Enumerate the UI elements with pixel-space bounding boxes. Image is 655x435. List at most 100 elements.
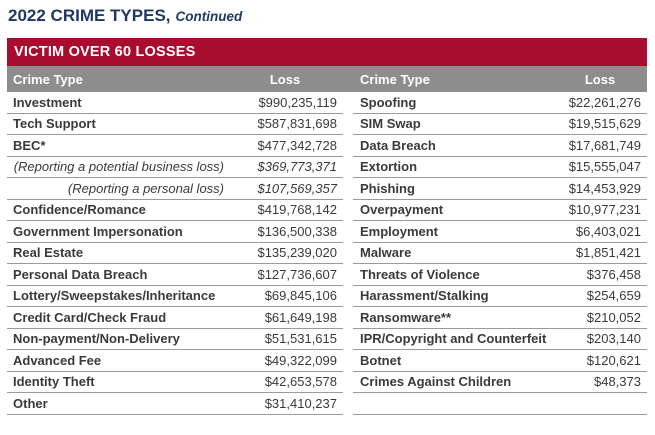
loss-cell: $69,845,106 bbox=[264, 288, 337, 304]
crime-type-cell: Phishing bbox=[360, 180, 415, 196]
crime-type-cell: SIM Swap bbox=[360, 116, 421, 132]
table-row: Crimes Against Children $48,373 bbox=[353, 371, 647, 393]
left-crime-type-header: Crime Type bbox=[13, 71, 83, 87]
loss-cell: $6,403,021 bbox=[575, 223, 641, 239]
loss-cell: $17,681,749 bbox=[568, 137, 641, 153]
crime-type-cell: Botnet bbox=[360, 352, 402, 368]
loss-cell: $136,500,338 bbox=[257, 223, 337, 239]
loss-cell: $120,621 bbox=[586, 352, 641, 368]
crime-type-cell: Harassment/Stalking bbox=[360, 288, 489, 304]
loss-cell: $210,052 bbox=[586, 309, 641, 325]
loss-cell: $419,768,142 bbox=[257, 202, 337, 218]
table-row: Ransomware** $210,052 bbox=[353, 307, 647, 329]
column-header-row: Crime Type Loss Crime Type Loss bbox=[7, 66, 647, 92]
crime-type-cell: Crimes Against Children bbox=[360, 374, 512, 390]
crime-type-cell: Tech Support bbox=[13, 116, 96, 132]
loss-cell: $48,373 bbox=[594, 374, 641, 390]
crime-type-cell: Identity Theft bbox=[13, 374, 95, 390]
loss-cell: $51,531,615 bbox=[264, 331, 337, 347]
right-table-column: Spoofing $22,261,276 SIM Swap $19,515,629 Da… bbox=[353, 92, 647, 415]
table-row: Identity Theft $42,653,578 bbox=[7, 371, 343, 393]
crime-type-cell: Data Breach bbox=[360, 137, 436, 153]
loss-cell: $19,515,629 bbox=[568, 116, 641, 132]
right-crime-type-header: Crime Type bbox=[360, 71, 430, 87]
crime-type-cell: Extortion bbox=[360, 159, 418, 175]
table-row: BEC* $477,342,728 bbox=[7, 135, 343, 157]
table-column-gap bbox=[343, 92, 353, 415]
table-row: Employment $6,403,021 bbox=[353, 221, 647, 243]
table-row: Botnet $120,621 bbox=[353, 350, 647, 372]
loss-cell: $477,342,728 bbox=[257, 137, 337, 153]
crime-type-cell: Personal Data Breach bbox=[13, 266, 148, 282]
table-row: Non-payment/Non-Delivery $51,531,615 bbox=[7, 328, 343, 350]
crime-type-cell: Non-payment/Non-Delivery bbox=[13, 331, 180, 347]
crime-type-cell: Ransomware** bbox=[360, 309, 452, 325]
crime-type-cell: (Reporting a potential business loss) bbox=[13, 159, 224, 175]
right-loss-header: Loss bbox=[584, 71, 616, 87]
table-row: Malware $1,851,421 bbox=[353, 242, 647, 264]
loss-cell: $15,555,047 bbox=[568, 159, 641, 175]
crime-type-cell: (Reporting a personal loss) bbox=[67, 180, 224, 196]
table-row: (Reporting a personal loss) $107,569,357 bbox=[7, 178, 343, 200]
loss-cell: $107,569,357 bbox=[257, 180, 337, 196]
table-banner: VICTIM OVER 60 LOSSES bbox=[7, 38, 647, 66]
victim-over-60-losses-table: VICTIM OVER 60 LOSSES Crime Type Loss Cr… bbox=[7, 38, 647, 415]
table-row: Investment $990,235,119 bbox=[7, 92, 343, 114]
crime-type-cell: Spoofing bbox=[360, 94, 417, 110]
crime-type-cell: BEC* bbox=[13, 137, 46, 153]
crime-type-cell: Other bbox=[13, 395, 48, 411]
table-row: Overpayment $10,977,231 bbox=[353, 199, 647, 221]
crime-type-cell: Confidence/Romance bbox=[13, 202, 146, 218]
crime-type-cell: Government Impersonation bbox=[13, 223, 183, 239]
loss-cell: $42,653,578 bbox=[264, 374, 337, 390]
loss-cell: $587,831,698 bbox=[257, 116, 337, 132]
header-column-gap bbox=[343, 66, 353, 92]
table-row: Confidence/Romance $419,768,142 bbox=[7, 199, 343, 221]
table-row: Government Impersonation $136,500,338 bbox=[7, 221, 343, 243]
crime-type-cell: Investment bbox=[13, 94, 82, 110]
table-body: Investment $990,235,119 Tech Support $587,8… bbox=[7, 92, 647, 415]
table-row: Phishing $14,453,929 bbox=[353, 178, 647, 200]
loss-cell: $990,235,119 bbox=[258, 94, 337, 110]
table-row: SIM Swap $19,515,629 bbox=[353, 113, 647, 135]
left-header-half: Crime Type Loss bbox=[7, 66, 343, 92]
crime-type-cell: Malware bbox=[360, 245, 412, 261]
table-row: Personal Data Breach $127,736,607 bbox=[7, 264, 343, 286]
loss-cell: $376,458 bbox=[586, 266, 641, 282]
page-title-continued: Continued bbox=[175, 9, 243, 24]
loss-cell: $61,649,198 bbox=[264, 309, 337, 325]
left-loss-header: Loss bbox=[269, 71, 301, 87]
crime-type-cell: Lottery/Sweepstakes/Inheritance bbox=[13, 288, 216, 304]
loss-cell: $14,453,929 bbox=[568, 180, 641, 196]
loss-cell: $10,977,231 bbox=[568, 202, 641, 218]
table-row: Lottery/Sweepstakes/Inheritance $69,845,1… bbox=[7, 285, 343, 307]
crime-type-cell: Threats of Violence bbox=[360, 266, 480, 282]
table-row: Data Breach $17,681,749 bbox=[353, 135, 647, 157]
crime-type-cell: IPR/Copyright and Counterfeit bbox=[360, 331, 547, 347]
loss-cell: $31,410,237 bbox=[264, 395, 337, 411]
loss-cell: $203,140 bbox=[586, 331, 641, 347]
loss-cell: $254,659 bbox=[586, 288, 641, 304]
table-row: Tech Support $587,831,698 bbox=[7, 113, 343, 135]
table-row: Harassment/Stalking $254,659 bbox=[353, 285, 647, 307]
table-row: Real Estate $135,239,020 bbox=[7, 242, 343, 264]
page-title-main: 2022 CRIME TYPES, bbox=[8, 6, 171, 25]
loss-cell: $49,322,099 bbox=[264, 352, 337, 368]
crime-type-cell: Employment bbox=[360, 223, 439, 239]
table-row: Threats of Violence $376,458 bbox=[353, 264, 647, 286]
table-row: Extortion $15,555,047 bbox=[353, 156, 647, 178]
table-row bbox=[353, 393, 647, 415]
table-row: Advanced Fee $49,322,099 bbox=[7, 350, 343, 372]
left-table-column: Investment $990,235,119 Tech Support $587,8… bbox=[7, 92, 343, 415]
table-row: Credit Card/Check Fraud $61,649,198 bbox=[7, 307, 343, 329]
loss-cell: $1,851,421 bbox=[575, 245, 641, 261]
crime-type-cell: Advanced Fee bbox=[13, 352, 102, 368]
loss-cell: $135,239,020 bbox=[257, 245, 337, 261]
table-row: IPR/Copyright and Counterfeit $203,140 bbox=[353, 328, 647, 350]
right-header-half: Crime Type Loss bbox=[353, 66, 647, 92]
loss-cell: $22,261,276 bbox=[568, 94, 641, 110]
loss-cell: $369,773,371 bbox=[257, 159, 337, 175]
crime-type-cell: Credit Card/Check Fraud bbox=[13, 309, 167, 325]
table-row: (Reporting a potential business loss) $36… bbox=[7, 156, 343, 178]
page-title: 2022 CRIME TYPES, Continued bbox=[8, 6, 242, 26]
